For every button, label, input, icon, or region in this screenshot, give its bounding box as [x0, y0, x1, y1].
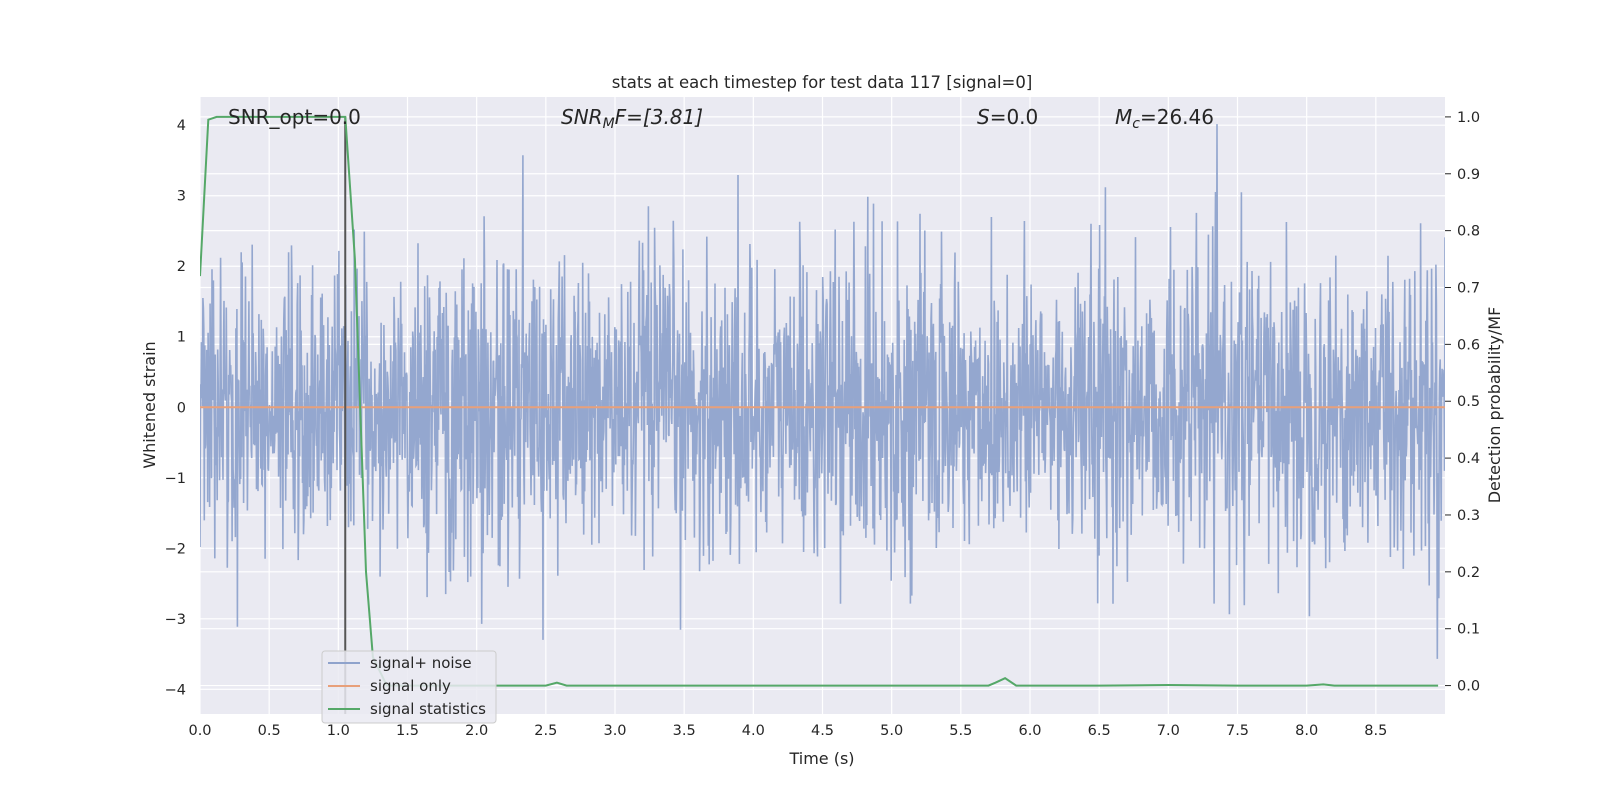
annotation-s-base: S [977, 105, 990, 129]
y-tick-label: 4 [177, 118, 186, 134]
chart-legend: signal+ noise signal only signal statist… [321, 650, 497, 724]
x-tick-label: 8.0 [1295, 723, 1318, 739]
x-tick-label: 8.5 [1364, 723, 1387, 739]
y-tick-label: −3 [165, 612, 186, 628]
y-tick-label: −4 [165, 682, 186, 698]
legend-label-signal-statistics: signal statistics [370, 700, 486, 718]
x-tick-label: 7.5 [1226, 723, 1249, 739]
annotation-snr-mf-sub: M [603, 116, 615, 132]
x-tick-label: 6.5 [1088, 723, 1111, 739]
y-tick-label: 2 [177, 259, 186, 275]
left-y-axis-ticks: 4 3 2 1 0 −1 −2 −3 −4 [165, 118, 186, 698]
left-y-axis-label: Whitened strain [140, 341, 159, 468]
right-tick-label: 0.8 [1457, 224, 1480, 240]
annotation-mc-sub: c [1132, 116, 1140, 132]
right-tick-label: 0.2 [1457, 565, 1480, 581]
y-tick-label: 3 [177, 189, 186, 205]
chart-title: stats at each timestep for test data 117… [612, 73, 1033, 92]
legend-label-signal-only: signal only [370, 677, 451, 695]
x-axis-ticks: 0.0 0.5 1.0 1.5 2.0 2.5 3.0 3.5 4.0 4.5 5.0 5.5 6.0 6… [188, 723, 1387, 739]
annotation-snr-mf-rest: F=[3.81] [615, 105, 703, 129]
x-tick-label: 0.5 [258, 723, 281, 739]
y-tick-label: −1 [165, 471, 186, 487]
annotation-s: S=0.0 [977, 105, 1038, 129]
right-tick-label: 0.0 [1457, 679, 1480, 695]
x-axis-label: Time (s) [788, 749, 854, 768]
y-tick-label: −2 [165, 541, 186, 557]
series-signal-statistics-line [200, 115, 1439, 687]
right-tick-label: 0.7 [1457, 281, 1480, 297]
annotation-snr-opt: SNR_opt=0.0 [228, 105, 361, 129]
right-tick-label: 1.0 [1457, 110, 1480, 126]
annotation-s-rest: =0.0 [990, 105, 1039, 129]
x-tick-label: 4.0 [742, 723, 765, 739]
right-tick-label: 0.9 [1457, 167, 1480, 183]
right-tick-label: 0.3 [1457, 508, 1480, 524]
series-signal-noise-line [200, 124, 1445, 659]
x-tick-label: 1.5 [396, 723, 419, 739]
right-y-axis-ticks: 1.0 0.9 0.8 0.7 0.6 0.5 0.4 0.3 0.2 0.1 0.0 [1445, 110, 1480, 695]
x-tick-label: 2.0 [465, 723, 488, 739]
x-tick-label: 0.0 [188, 723, 211, 739]
legend-label-signal-noise: signal+ noise [370, 654, 472, 672]
x-tick-label: 3.0 [603, 723, 626, 739]
y-tick-label: 0 [177, 400, 186, 416]
y-tick-label: 1 [177, 330, 186, 346]
x-tick-label: 3.5 [673, 723, 696, 739]
annotation-snr-mf-base: SNR [561, 105, 603, 129]
x-tick-label: 1.0 [327, 723, 350, 739]
x-tick-label: 2.5 [534, 723, 557, 739]
annotation-mc-rest: =26.46 [1140, 105, 1214, 129]
annotation-mc: Mc=26.46 [1115, 105, 1214, 132]
right-tick-label: 0.5 [1457, 394, 1480, 410]
right-y-axis-label: Detection probability/MF [1485, 307, 1504, 504]
annotation-snr-mf: SNRMF=[3.81] [561, 105, 703, 132]
right-tick-label: 0.6 [1457, 337, 1480, 353]
x-tick-label: 5.5 [949, 723, 972, 739]
right-tick-label: 0.4 [1457, 451, 1480, 467]
legend-box [321, 650, 497, 724]
x-tick-label: 6.0 [1018, 723, 1041, 739]
x-tick-label: 7.0 [1157, 723, 1180, 739]
annotation-mc-base: M [1115, 105, 1132, 129]
right-tick-label: 0.1 [1457, 622, 1480, 638]
x-tick-label: 4.5 [811, 723, 834, 739]
x-tick-label: 5.0 [880, 723, 903, 739]
